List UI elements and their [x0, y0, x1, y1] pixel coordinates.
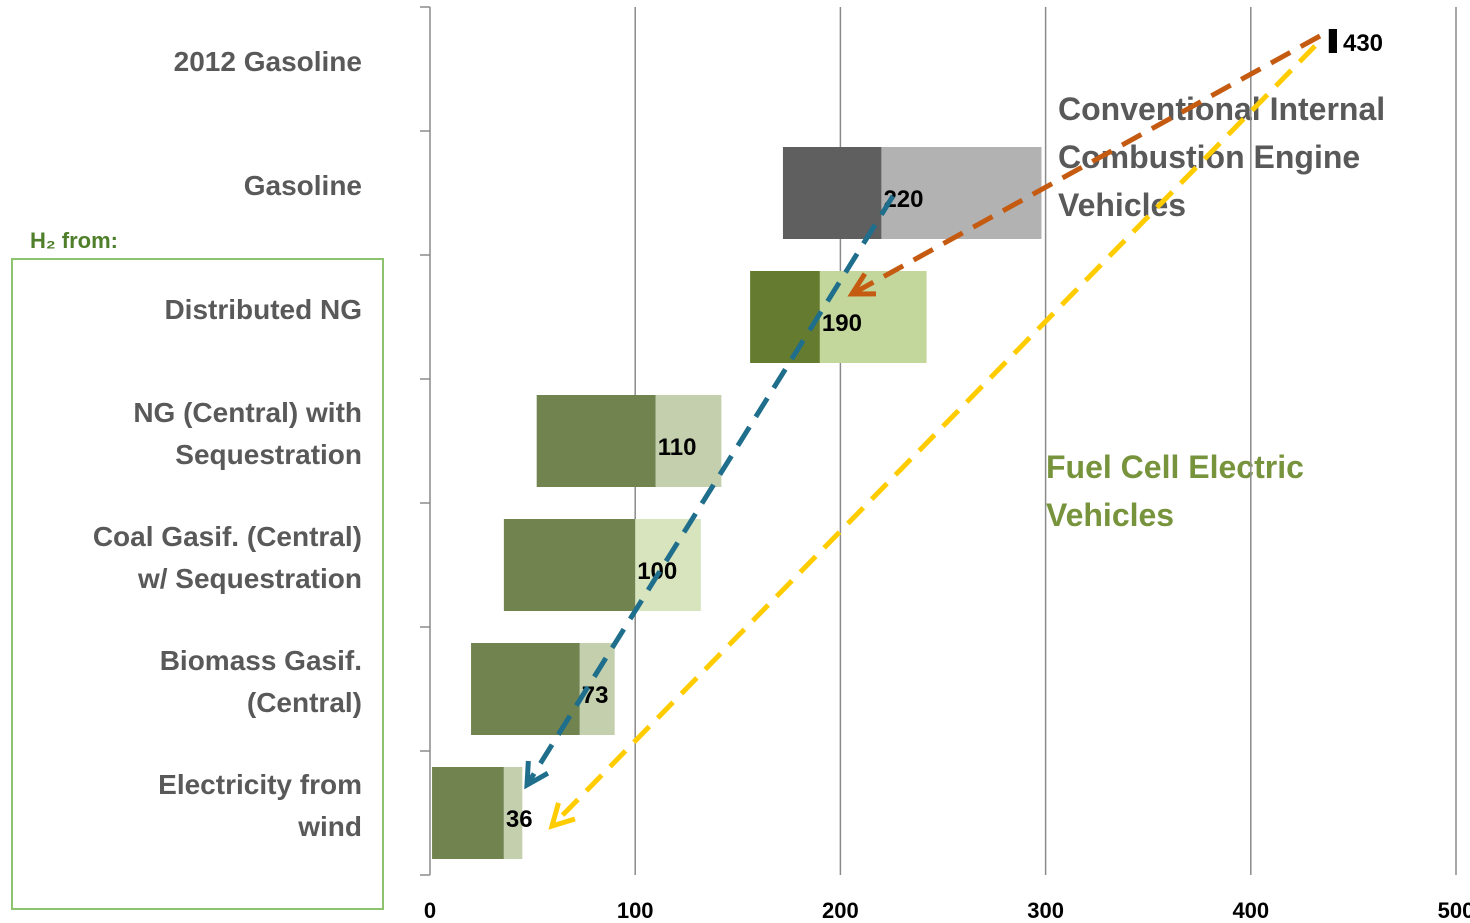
category-label: Biomass Gasif. (Central) [160, 645, 362, 718]
arrow-yellow-head [548, 802, 576, 830]
bar-high [503, 767, 523, 859]
category-label: Electricity from wind [158, 769, 362, 842]
bar-low [432, 767, 504, 859]
bar-low [536, 395, 656, 487]
annotation-fcev: Fuel Cell Electric Vehicles [1046, 449, 1304, 533]
group-label: H₂ from: [30, 228, 118, 253]
arrow-yellow [550, 44, 1317, 828]
data-label: 110 [658, 434, 697, 461]
x-tick-label: 400 [1232, 898, 1269, 923]
bar-low [503, 519, 636, 611]
data-label: 190 [822, 310, 862, 337]
category-label: Distributed NG [164, 294, 362, 325]
category-label: Coal Gasif. (Central) w/ Sequestration [93, 521, 362, 594]
data-label: 36 [506, 806, 533, 833]
x-tick-label: 300 [1027, 898, 1064, 923]
bar-high [881, 147, 1042, 239]
arrow-orange [850, 33, 1322, 297]
arrow-blue [524, 194, 896, 787]
bar-low [750, 271, 820, 363]
bar [1328, 29, 1337, 53]
bar-high [655, 395, 722, 487]
category-label: NG (Central) with Sequestration [133, 397, 362, 470]
bar-high [635, 519, 701, 611]
annotation-ice: Conventional Internal Combustion Engine Ve… [1058, 91, 1385, 223]
x-tick-label: 100 [617, 898, 654, 923]
grid [634, 7, 1457, 875]
arrow-blue-head [524, 760, 550, 790]
bar-low [782, 147, 882, 239]
x-tick-label: 200 [822, 898, 859, 923]
group-box [11, 258, 384, 910]
bar-low [471, 643, 580, 735]
category-label: 2012 Gasoline [174, 46, 362, 77]
x-tick-label: 0 [424, 898, 436, 923]
data-label: 430 [1343, 30, 1383, 57]
arrow-orange-head [847, 272, 877, 297]
x-tick-label: 500 [1438, 898, 1470, 923]
category-label: Gasoline [244, 170, 362, 201]
